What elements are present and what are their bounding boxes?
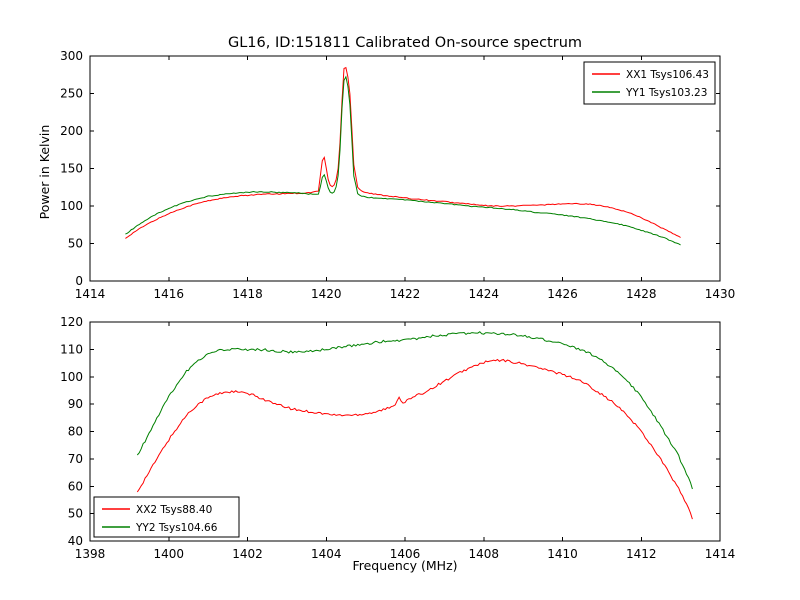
x-tick-label: 1406 — [390, 547, 421, 561]
y-tick-label: 110 — [60, 342, 83, 356]
x-tick-label: 1418 — [232, 287, 263, 301]
x-tick-label: 1428 — [626, 287, 657, 301]
x-tick-label: 1410 — [547, 547, 578, 561]
y-tick-label: 50 — [68, 237, 83, 251]
x-tick-label: 1422 — [390, 287, 421, 301]
x-tick-label: 1412 — [626, 547, 657, 561]
top-legend: XX1 Tsys106.43 YY1 Tsys103.23 — [583, 61, 716, 105]
top-plot-area: 1414 1416 1418 1420 1422 1424 1426 1428 1430 0 50 1… — [60, 49, 735, 301]
legend-frame — [583, 61, 716, 105]
x-tick-label: 1400 — [153, 547, 184, 561]
x-tick-label: 1416 — [153, 287, 184, 301]
y-tick-label: 90 — [68, 397, 83, 411]
y-tick-label: 40 — [68, 534, 83, 548]
legend-label-yy2: YY2 Tsys104.66 — [135, 522, 218, 534]
x-tick-label: 1414 — [705, 547, 736, 561]
x-tick-label: 1424 — [468, 287, 499, 301]
y-tick-label: 200 — [60, 124, 83, 138]
y-tick-label: 120 — [60, 315, 83, 329]
y-tick-label: 0 — [75, 274, 83, 288]
y-axis-label: Power in Kelvin — [37, 125, 52, 220]
x-tick-label: 1420 — [311, 287, 342, 301]
y-tick-label: 60 — [68, 479, 83, 493]
x-tick-label: 1414 — [75, 287, 106, 301]
y-tick-label: 300 — [60, 49, 83, 63]
legend-label-xx2: XX2 Tsys88.40 — [136, 504, 212, 516]
y-tick-label: 100 — [60, 370, 83, 384]
y-tick-label: 70 — [68, 452, 83, 466]
y-tick-label: 100 — [60, 199, 83, 213]
x-tick-label: 1408 — [468, 547, 499, 561]
y-tick-label: 50 — [68, 507, 83, 521]
x-tick-label: 1430 — [705, 287, 736, 301]
x-axis-label: Frequency (MHz) — [352, 558, 457, 573]
bottom-legend: XX2 Tsys88.40 YY2 Tsys104.66 — [93, 496, 240, 538]
x-tick-label: 1402 — [232, 547, 263, 561]
y-tick-label: 80 — [68, 425, 83, 439]
x-tick-label: 1404 — [311, 547, 342, 561]
y-tick-label: 250 — [60, 87, 83, 101]
bottom-plot-area: 1398 1400 1402 1404 1406 1408 1410 1412 1414 40 50… — [60, 315, 735, 561]
legend-frame — [93, 496, 240, 538]
series-yy1 — [125, 75, 681, 246]
series-xx1 — [125, 66, 681, 239]
chart-title: GL16, ID:151811 Calibrated On-source spe… — [228, 35, 582, 51]
x-tick-label: 1426 — [547, 287, 578, 301]
legend-label-xx1: XX1 Tsys106.43 — [626, 69, 709, 81]
y-tick-label: 150 — [60, 162, 83, 176]
series-xx2 — [136, 358, 693, 520]
legend-label-yy1: YY1 Tsys103.23 — [625, 87, 707, 99]
series-yy2 — [136, 331, 693, 490]
x-tick-label: 1398 — [75, 547, 106, 561]
